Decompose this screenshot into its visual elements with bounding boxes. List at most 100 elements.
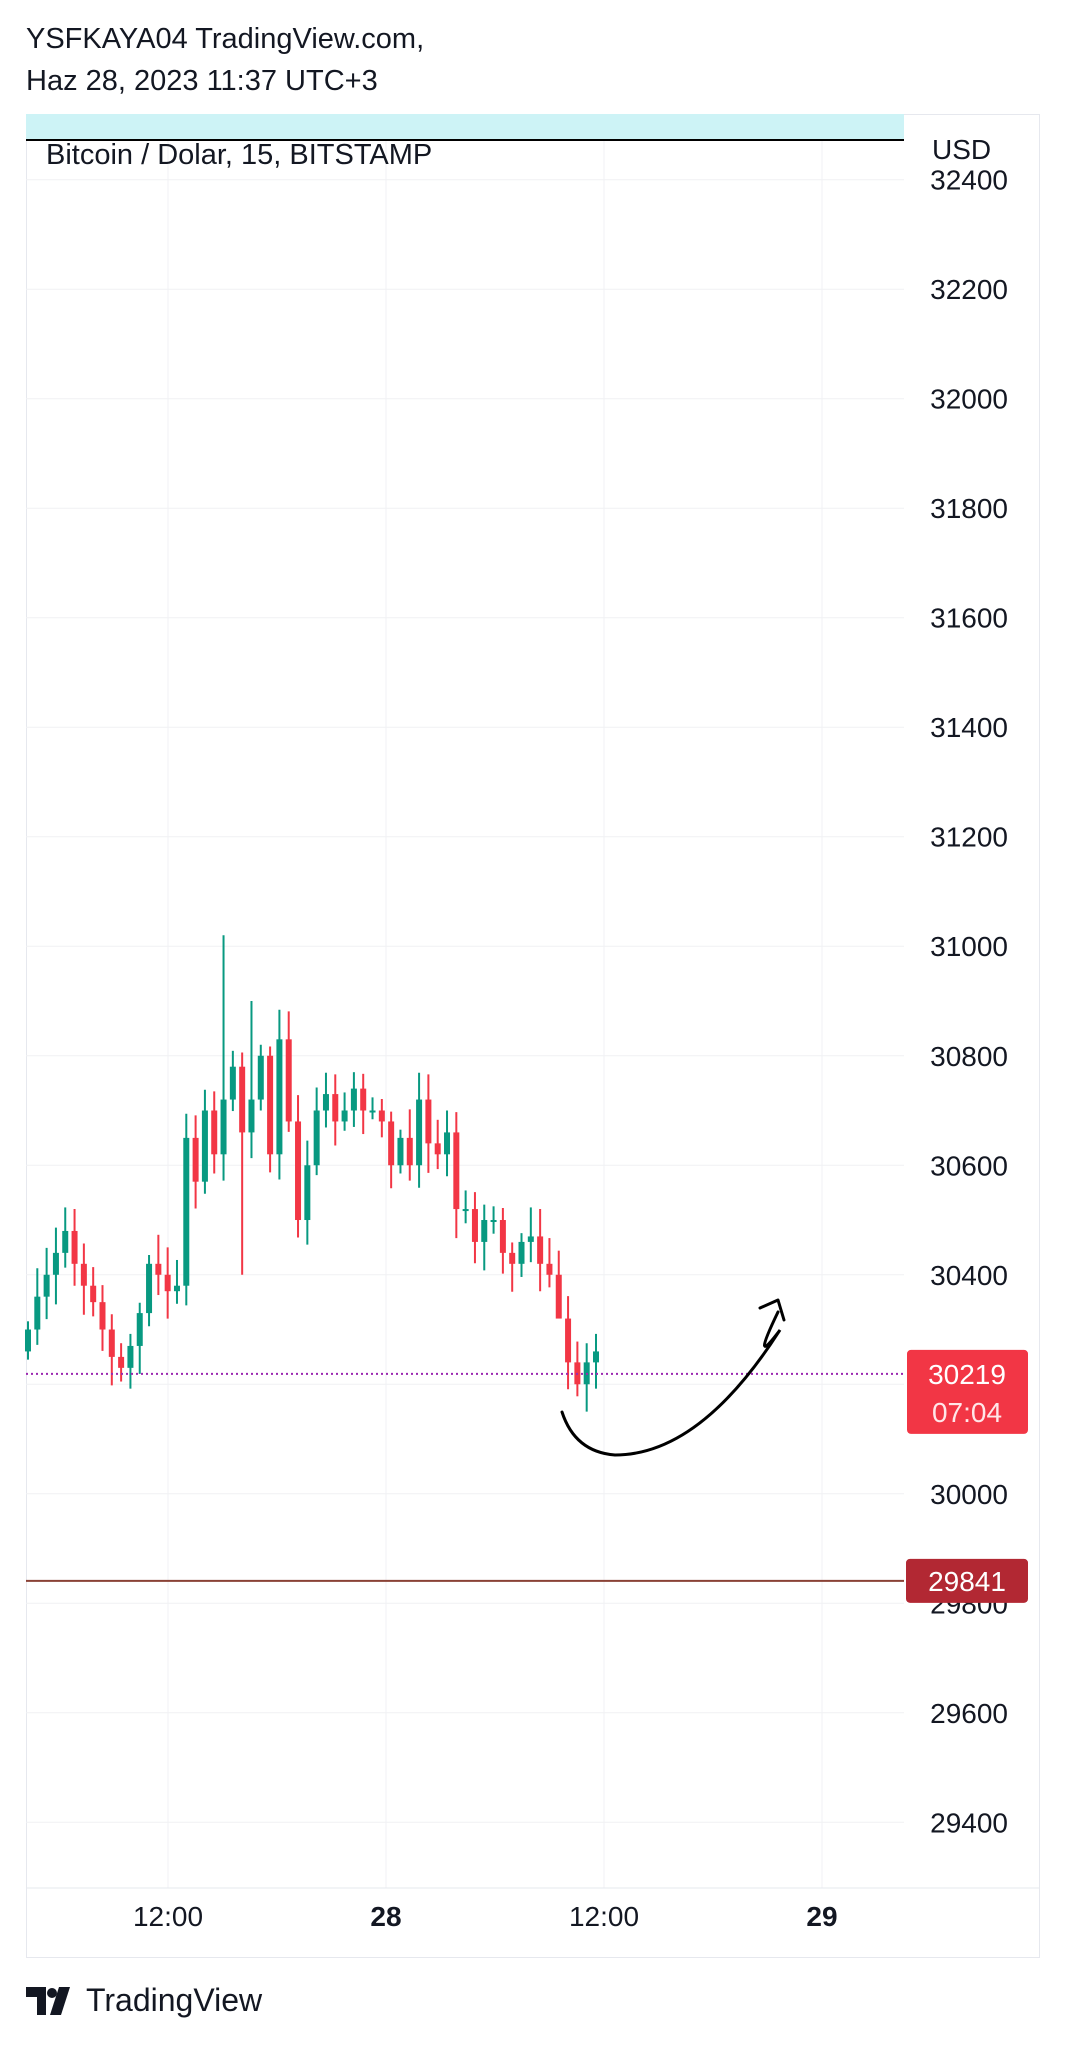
candle-body — [499, 1220, 506, 1253]
symbol-label: Bitcoin / Dolar, 15, BITSTAMP — [46, 139, 432, 171]
candle-body — [285, 1039, 292, 1122]
candle-body — [136, 1313, 143, 1346]
candle-body — [267, 1055, 274, 1155]
x-tick-label: 12:00 — [569, 1901, 639, 1932]
candle-body — [201, 1110, 208, 1182]
x-tick-label: 29 — [806, 1901, 837, 1932]
support-price-label: 29841 — [928, 1566, 1006, 1597]
candle-body — [462, 1209, 469, 1212]
y-tick-label: 31600 — [930, 603, 1008, 634]
candle-body — [481, 1220, 488, 1242]
candle-body — [453, 1132, 460, 1210]
y-tick-label: 31800 — [930, 493, 1008, 524]
candle-body — [546, 1263, 553, 1275]
y-tick-label: 31400 — [930, 712, 1008, 743]
candle-body — [52, 1252, 59, 1275]
candle-body — [332, 1094, 339, 1122]
candle-body — [127, 1345, 134, 1368]
candles — [25, 935, 599, 1412]
y-axis: 32400 32200 32000 31800 31600 31400 31200 31000… — [930, 165, 1008, 1839]
candle-body — [248, 1099, 255, 1133]
y-tick-label: 32000 — [930, 384, 1008, 415]
candle-body — [425, 1099, 432, 1144]
candle-body — [173, 1285, 180, 1292]
author-line: YSFKAYA04 TradingView.com, — [26, 23, 425, 55]
candle-body — [406, 1137, 413, 1166]
candle-body — [164, 1274, 171, 1292]
candle-body — [527, 1236, 534, 1242]
candle-body — [593, 1351, 599, 1363]
candle-body — [369, 1110, 376, 1113]
currency-label: USD — [932, 134, 991, 165]
x-tick-label: 28 — [370, 1901, 401, 1932]
candle-body — [183, 1137, 190, 1286]
support-price-box — [906, 1558, 1028, 1603]
candle-body — [80, 1263, 87, 1286]
candle-body — [350, 1088, 357, 1111]
candle-body — [295, 1121, 302, 1221]
candle-body — [108, 1329, 115, 1357]
candle-body — [378, 1110, 385, 1122]
candle-body — [276, 1039, 283, 1155]
candle-body — [555, 1274, 562, 1319]
y-tick-label: 30400 — [930, 1260, 1008, 1291]
y-tick-label: 29600 — [930, 1698, 1008, 1729]
timestamp-line: Haz 28, 2023 11:37 UTC+3 — [26, 65, 378, 97]
y-tick-label: 31000 — [930, 931, 1008, 962]
y-tick-label: 29400 — [930, 1807, 1008, 1838]
candle-body — [229, 1066, 236, 1100]
candle-body — [25, 1329, 31, 1352]
candle-body — [34, 1296, 41, 1330]
tradingview-logo-icon — [26, 1986, 70, 2015]
grid-lines — [26, 114, 1040, 1889]
y-tick-label: 30600 — [930, 1150, 1008, 1181]
candle-body — [537, 1236, 544, 1264]
candle-body — [257, 1055, 264, 1100]
y-tick-label: 31200 — [930, 822, 1008, 853]
candle-body — [43, 1274, 50, 1297]
footer-brand: TradingView — [86, 1982, 263, 2018]
x-axis: 12:00 28 12:00 29 — [133, 1901, 838, 1932]
candle-body — [192, 1137, 199, 1182]
y-tick-label: 32400 — [930, 165, 1008, 196]
candle-body — [322, 1094, 329, 1111]
candle-body — [118, 1356, 125, 1368]
candle-body — [509, 1252, 516, 1264]
countdown-label: 07:04 — [932, 1397, 1002, 1428]
candle-body — [146, 1263, 153, 1314]
candle-body — [155, 1263, 162, 1275]
candle-body — [434, 1143, 441, 1155]
x-tick-label: 12:00 — [133, 1901, 203, 1932]
footer: TradingView — [26, 1982, 262, 2019]
candle-body — [99, 1302, 106, 1330]
candle-body — [62, 1230, 69, 1253]
current-price-label: 30219 — [928, 1359, 1006, 1390]
curved-arrow-annotation — [560, 1310, 782, 1457]
candle-body — [397, 1137, 404, 1166]
candle-body — [471, 1209, 478, 1242]
symbol-banner — [26, 114, 904, 140]
chart-header: YSFKAYA04 TradingView.com, Haz 28, 2023 … — [26, 18, 424, 102]
candle-body — [220, 1099, 227, 1155]
candle-body — [490, 1220, 497, 1223]
candle-body — [360, 1088, 367, 1111]
candle-body — [565, 1318, 572, 1363]
candle-body — [416, 1099, 423, 1166]
overlays: 30219 07:04 29841 — [26, 1298, 1028, 1603]
current-price-box — [907, 1349, 1028, 1434]
candle-body — [388, 1121, 395, 1166]
candle-body — [313, 1110, 320, 1166]
candle-body — [341, 1110, 348, 1122]
candle-body — [518, 1241, 525, 1264]
arrow-head-icon — [758, 1298, 786, 1322]
candle-body — [211, 1110, 218, 1155]
candle-body — [71, 1230, 78, 1264]
y-tick-label: 30800 — [930, 1041, 1008, 1072]
y-tick-label: 30000 — [930, 1479, 1008, 1510]
candle-body — [444, 1132, 451, 1155]
candle-body — [304, 1165, 311, 1221]
candle-body — [239, 1066, 246, 1133]
y-tick-label: 32200 — [930, 274, 1008, 305]
candle-body — [90, 1285, 97, 1303]
